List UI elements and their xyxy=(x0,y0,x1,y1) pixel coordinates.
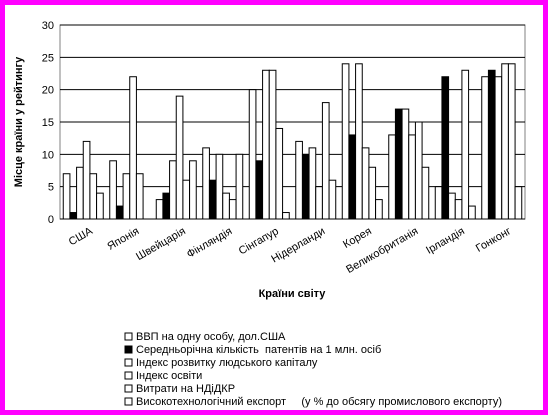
bar xyxy=(328,179,337,220)
legend-swatch xyxy=(124,332,133,341)
bar xyxy=(268,69,277,220)
legend-swatch xyxy=(124,397,133,406)
y-tick-label: 30 xyxy=(42,20,54,32)
bar xyxy=(135,173,144,220)
bar xyxy=(109,160,117,220)
bar xyxy=(275,127,284,220)
y-tick-label: 25 xyxy=(42,52,54,64)
legend-swatch xyxy=(124,384,133,393)
bar xyxy=(76,166,84,220)
bar xyxy=(441,76,450,220)
bar xyxy=(202,147,210,220)
bar xyxy=(89,173,98,220)
bar xyxy=(155,199,164,220)
bar xyxy=(69,212,78,220)
bar xyxy=(315,186,323,220)
bar xyxy=(408,134,416,220)
y-tick-label: 10 xyxy=(42,149,54,161)
bar xyxy=(487,69,496,220)
bar xyxy=(215,153,224,220)
bar xyxy=(222,192,230,220)
x-axis-label: Країни світу xyxy=(259,288,327,300)
bar xyxy=(189,160,197,220)
legend-label: Індекс розвитку людського капіталу xyxy=(136,357,318,369)
bar xyxy=(208,179,217,220)
bar xyxy=(401,108,410,220)
bar xyxy=(448,192,456,220)
bar xyxy=(169,160,177,220)
legend-label: Індекс освіти xyxy=(136,370,202,382)
bar xyxy=(481,76,489,220)
legend-swatch xyxy=(124,371,133,380)
bar xyxy=(421,166,430,220)
legend-label: Витрати на НДіДКР xyxy=(136,383,235,395)
legend-swatch xyxy=(124,358,133,367)
bar xyxy=(394,108,403,220)
bar xyxy=(129,76,137,220)
y-axis-label: Місце країни у рейтингу xyxy=(13,56,25,187)
legend-label: Високотехнологічний експорт (у % до обся… xyxy=(136,396,502,408)
y-tick-label: 5 xyxy=(48,182,54,194)
bar xyxy=(308,147,317,220)
bar xyxy=(301,153,310,220)
bar xyxy=(461,69,470,220)
bar xyxy=(501,63,509,220)
bar xyxy=(248,89,257,220)
bar xyxy=(507,63,516,220)
bar xyxy=(82,140,91,220)
y-tick-label: 20 xyxy=(42,85,54,97)
bar xyxy=(175,95,184,220)
bar xyxy=(454,199,463,220)
bar xyxy=(182,179,191,220)
bar xyxy=(468,205,476,220)
bar xyxy=(96,192,104,220)
legend-swatch xyxy=(124,345,133,354)
bar xyxy=(295,140,303,220)
bar xyxy=(321,102,330,220)
bar xyxy=(355,63,363,220)
bar xyxy=(162,192,171,220)
bar xyxy=(434,186,443,220)
bar xyxy=(115,205,124,220)
bar xyxy=(388,134,396,220)
bar xyxy=(62,173,71,220)
bar xyxy=(255,160,264,220)
legend-label: ВВП на одну особу, дол.США xyxy=(136,331,286,343)
bar xyxy=(262,69,270,220)
legend-label: Середньорічна кількість патентів на 1 мл… xyxy=(136,344,381,356)
bar xyxy=(341,63,350,220)
y-tick-label: 0 xyxy=(48,214,54,226)
bar xyxy=(375,199,383,220)
bar xyxy=(235,153,244,220)
bar xyxy=(514,186,523,220)
bar xyxy=(348,134,357,220)
bar xyxy=(361,147,370,220)
bar xyxy=(228,199,237,220)
y-tick-label: 15 xyxy=(42,117,54,129)
bar xyxy=(494,76,503,220)
bar xyxy=(282,212,290,220)
bar xyxy=(414,121,423,220)
bar xyxy=(368,166,377,220)
bar xyxy=(122,173,131,220)
